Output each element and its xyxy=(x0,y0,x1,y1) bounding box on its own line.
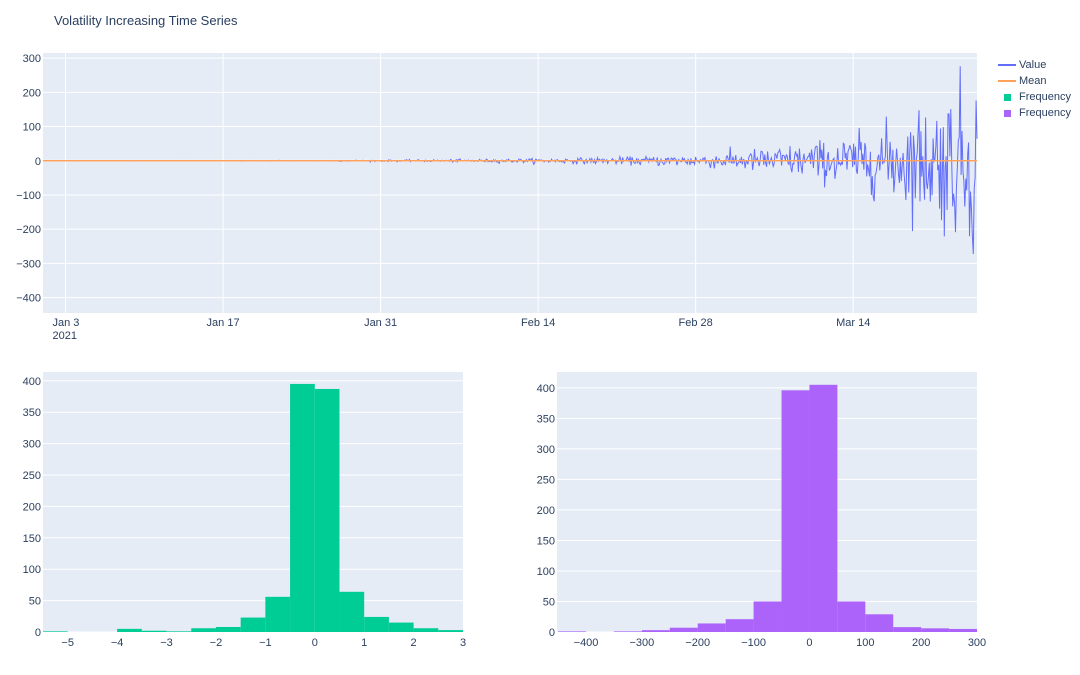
legend-item-mean[interactable]: Mean xyxy=(998,73,1071,89)
x-tick-label: −3 xyxy=(160,637,173,649)
y-tick-label: 100 xyxy=(23,564,41,576)
y-tick-label: 100 xyxy=(23,122,41,134)
y-tick-label: 0 xyxy=(549,627,555,639)
y-tick-label: −300 xyxy=(16,258,41,270)
y-tick-label: −100 xyxy=(16,190,41,202)
histogram-green-bar xyxy=(339,591,365,632)
legend-item-frequency-green[interactable]: Frequency xyxy=(998,89,1071,105)
histogram-green-bar xyxy=(43,631,68,632)
histogram-green-bar xyxy=(240,617,266,632)
x-tick-label: 3 xyxy=(460,637,466,649)
y-tick-label: 350 xyxy=(23,407,41,419)
x-tick-label: Jan 3 xyxy=(53,317,80,329)
x-tick-label: −5 xyxy=(61,637,74,649)
legend-item-value[interactable]: Value xyxy=(998,57,1071,73)
y-tick-label: 200 xyxy=(23,501,41,513)
y-tick-label: 300 xyxy=(23,53,41,65)
x-tick-label: 1 xyxy=(361,637,367,649)
x-tick-label: Feb 14 xyxy=(521,317,555,329)
legend-label: Frequency xyxy=(1019,107,1071,119)
histogram-purple-bar xyxy=(837,601,866,632)
y-tick-label: 200 xyxy=(537,505,555,517)
histogram-green-bar xyxy=(166,631,192,632)
x-tick-label: 300 xyxy=(968,637,986,649)
histogram-purple-bar xyxy=(921,628,950,632)
y-tick-label: 400 xyxy=(23,376,41,388)
histogram-green-bar xyxy=(290,383,315,632)
y-tick-label: 250 xyxy=(23,470,41,482)
x-tick-label: 0 xyxy=(806,637,812,649)
y-tick-label: 250 xyxy=(537,474,555,486)
x-tick-label: 0 xyxy=(312,637,318,649)
y-tick-label: 50 xyxy=(29,596,41,608)
histogram-green-bar xyxy=(438,630,463,632)
legend-label: Frequency xyxy=(1019,91,1071,103)
x-tick-label: −300 xyxy=(630,637,655,649)
chart-title: Volatility Increasing Time Series xyxy=(54,13,238,28)
x-tick-label: 100 xyxy=(856,637,874,649)
histogram-green-bar xyxy=(117,628,142,632)
histogram-green-bar xyxy=(141,630,167,632)
histogram-green-bar xyxy=(413,628,439,632)
y-tick-label: 100 xyxy=(537,566,555,578)
x-tick-label: −100 xyxy=(741,637,766,649)
x-tick-label: −2 xyxy=(210,637,223,649)
histogram-purple-bar xyxy=(697,623,726,632)
histogram-green-bar xyxy=(314,388,340,632)
legend-label: Value xyxy=(1019,59,1047,71)
histogram-green-bar xyxy=(215,626,241,632)
legend-swatch-value xyxy=(998,64,1016,66)
histogram-green-bar xyxy=(388,622,414,632)
y-tick-label: 200 xyxy=(23,87,41,99)
histogram-purple-bar xyxy=(753,601,782,632)
legend: Value Mean Frequency Frequency xyxy=(998,57,1071,121)
x-tick-label: Jan 31 xyxy=(364,317,397,329)
plot-area-histogram-purple xyxy=(557,372,977,632)
x-tick-label: Jan 17 xyxy=(207,317,240,329)
histogram-purple-bar xyxy=(641,630,670,632)
x-tick-label: 2 xyxy=(411,637,417,649)
y-tick-label: 50 xyxy=(543,596,555,608)
legend-swatch-mean xyxy=(998,80,1016,82)
legend-label: Mean xyxy=(1019,75,1047,87)
y-tick-label: 0 xyxy=(35,627,41,639)
x-tick-label: 200 xyxy=(912,637,930,649)
x-tick-label: −200 xyxy=(685,637,710,649)
x-tick-label: Mar 14 xyxy=(836,317,870,329)
y-tick-label: −400 xyxy=(16,293,41,305)
histogram-purple-bar xyxy=(558,631,587,632)
y-tick-label: 350 xyxy=(537,413,555,425)
histogram-purple-bar xyxy=(725,619,754,632)
legend-item-frequency-purple[interactable]: Frequency xyxy=(998,105,1071,121)
histogram-purple-bar xyxy=(809,384,838,632)
histogram-purple-bar xyxy=(781,390,810,632)
histogram-purple-bar xyxy=(893,627,922,632)
y-tick-label: 300 xyxy=(537,444,555,456)
x-tick-label: −1 xyxy=(259,637,272,649)
histogram-green-bar xyxy=(191,628,216,632)
x-tick-label: Feb 28 xyxy=(679,317,713,329)
histogram-green-bar xyxy=(364,616,389,632)
legend-swatch-frequency-purple xyxy=(1003,109,1011,117)
plot-area-histogram-green xyxy=(43,372,463,632)
y-tick-label: 150 xyxy=(23,533,41,545)
histogram-purple-bar xyxy=(613,631,642,632)
x-tick-label: −400 xyxy=(574,637,599,649)
y-tick-label: 300 xyxy=(23,439,41,451)
y-tick-label: −200 xyxy=(16,224,41,236)
legend-swatch-frequency-green xyxy=(1003,93,1011,101)
plot-area-timeseries xyxy=(43,53,977,313)
histogram-purple-bar xyxy=(949,628,977,632)
histogram-purple-bar xyxy=(865,614,894,632)
x-tick-label: 2021 xyxy=(53,330,77,342)
histogram-purple-bar xyxy=(669,627,698,632)
y-tick-label: 0 xyxy=(35,156,41,168)
y-tick-label: 400 xyxy=(537,383,555,395)
histogram-green-bar xyxy=(265,596,291,632)
x-tick-label: −4 xyxy=(111,637,124,649)
y-tick-label: 150 xyxy=(537,535,555,547)
